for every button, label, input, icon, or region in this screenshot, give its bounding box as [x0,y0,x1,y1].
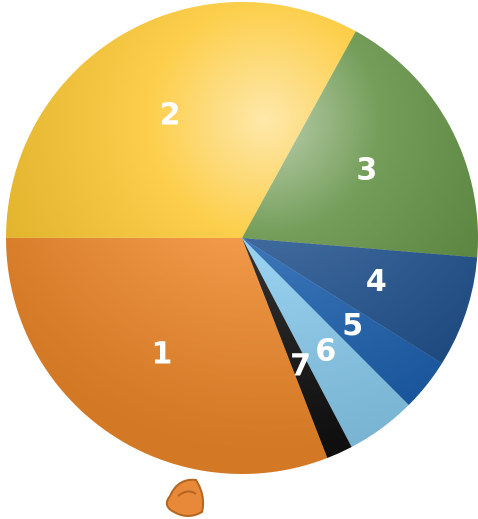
slice-label: 5 [342,308,363,343]
slice-label: 2 [160,98,181,133]
balloon-knot-fold [177,490,197,497]
pie [6,2,478,474]
balloon-knot [165,478,205,517]
slice-label: 4 [366,264,387,299]
slice-label: 1 [152,336,173,371]
slice-label: 6 [315,334,336,369]
slice-label: 7 [290,348,311,383]
slice-label: 3 [356,153,377,188]
